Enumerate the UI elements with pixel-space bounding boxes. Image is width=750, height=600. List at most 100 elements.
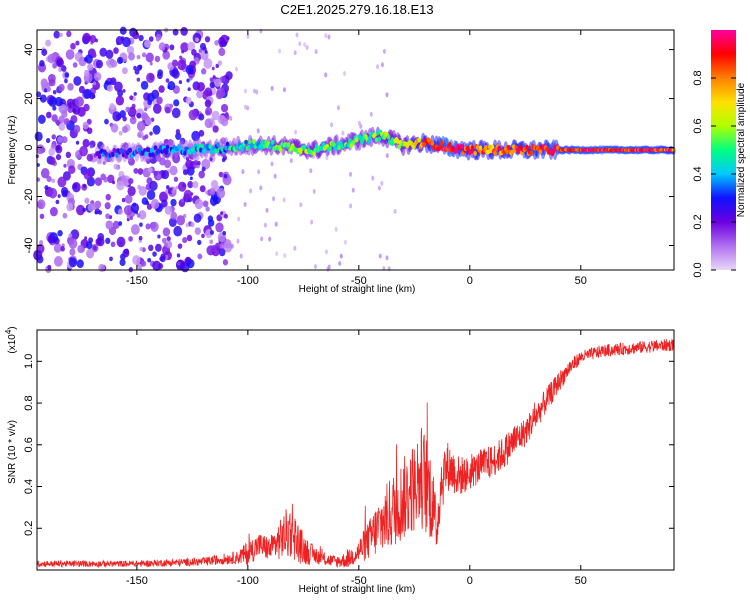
ridge-point (192, 150, 196, 156)
noise-point (214, 40, 220, 46)
noise-point (105, 220, 114, 230)
spectrogram-frame (36, 29, 675, 271)
noise-point (351, 187, 355, 193)
x-tick-label: -100 (237, 575, 259, 587)
snr-series-line (36, 339, 675, 569)
noise-point (147, 257, 152, 263)
y-tick-label: -40 (23, 238, 35, 254)
noise-point (187, 181, 194, 189)
noise-point (216, 87, 226, 98)
snr-scale-base: (x10 (7, 334, 18, 354)
noise-point (385, 92, 389, 98)
noise-point (325, 155, 329, 161)
noise-point (182, 169, 188, 176)
noise-point (63, 118, 70, 126)
noise-point (236, 238, 240, 244)
noise-point (168, 217, 177, 228)
noise-point (136, 263, 142, 270)
ridge-point (314, 144, 319, 150)
noise-point (295, 32, 299, 38)
noise-point (207, 219, 215, 227)
noise-point (55, 144, 63, 154)
noise-point (185, 96, 192, 105)
noise-point (149, 131, 153, 136)
colorbar-gradient (711, 30, 736, 270)
spectrogram-scatter (33, 26, 397, 273)
noise-point (121, 126, 128, 134)
spectrogram-x-ticks: -150 -100 -50 0 50 (126, 30, 587, 287)
noise-point (154, 55, 161, 63)
noise-point (169, 165, 178, 176)
noise-point (66, 30, 72, 38)
noise-point (139, 247, 143, 252)
noise-point (72, 181, 81, 193)
noise-point (92, 52, 97, 58)
snr-panel: -150 -100 -50 0 50 0.2 0.4 0.6 0.8 1.0 Height of… (4, 326, 675, 595)
noise-point (61, 65, 67, 72)
ridge-point (417, 137, 422, 143)
noise-point (87, 63, 94, 71)
noise-point (79, 145, 88, 157)
noise-point (150, 198, 160, 210)
noise-point (144, 134, 149, 139)
noise-point (53, 30, 60, 39)
noise-point (198, 113, 205, 121)
noise-point (178, 80, 183, 85)
noise-point (185, 223, 189, 228)
ridge-point (213, 148, 218, 154)
noise-point (158, 42, 166, 51)
noise-point (325, 249, 329, 255)
noise-point (137, 168, 144, 175)
noise-point (159, 256, 164, 262)
noise-point (204, 99, 212, 108)
noise-point (93, 72, 102, 82)
x-tick-label: 50 (575, 575, 587, 587)
noise-point (349, 203, 353, 209)
noise-point (225, 71, 233, 80)
ridge-point (200, 143, 204, 149)
noise-point (63, 163, 67, 168)
colorbar-tick-label: 0.8 (692, 70, 704, 85)
noise-point (110, 241, 116, 248)
noise-point (169, 103, 174, 109)
noise-point (46, 175, 52, 183)
y-tick-label: 0 (23, 144, 35, 150)
noise-point (211, 244, 217, 252)
noise-point (191, 48, 197, 56)
y-tick-label: 40 (23, 43, 35, 55)
noise-point (249, 188, 253, 194)
noise-point (171, 59, 178, 67)
ridge-point (493, 150, 497, 156)
noise-point (198, 129, 205, 137)
noise-point (303, 42, 307, 48)
noise-point (223, 173, 228, 179)
ridge-point (538, 149, 543, 155)
noise-point (94, 177, 103, 186)
noise-point (298, 41, 302, 47)
noise-point (39, 94, 47, 103)
ridge-point (302, 144, 307, 150)
noise-point (62, 212, 68, 219)
noise-point (161, 237, 167, 244)
ridge-point (377, 136, 382, 142)
noise-point (278, 48, 282, 54)
noise-point (147, 167, 153, 173)
y-tick-label: 0.2 (23, 521, 35, 536)
ridge-point (397, 144, 402, 150)
noise-point (169, 44, 175, 51)
noise-point (385, 153, 389, 159)
noise-point (130, 202, 140, 214)
ridge-point (360, 139, 364, 145)
noise-point (120, 175, 126, 182)
noise-point (46, 86, 51, 92)
noise-point (197, 160, 201, 166)
noise-point (68, 233, 73, 238)
noise-point (82, 121, 89, 130)
noise-point (130, 224, 140, 235)
ridge-point (164, 149, 168, 155)
chart-title: C2E1.2025.279.16.18.E13 (280, 2, 433, 17)
noise-point (186, 78, 190, 83)
noise-point (217, 60, 223, 66)
noise-point (137, 132, 142, 138)
